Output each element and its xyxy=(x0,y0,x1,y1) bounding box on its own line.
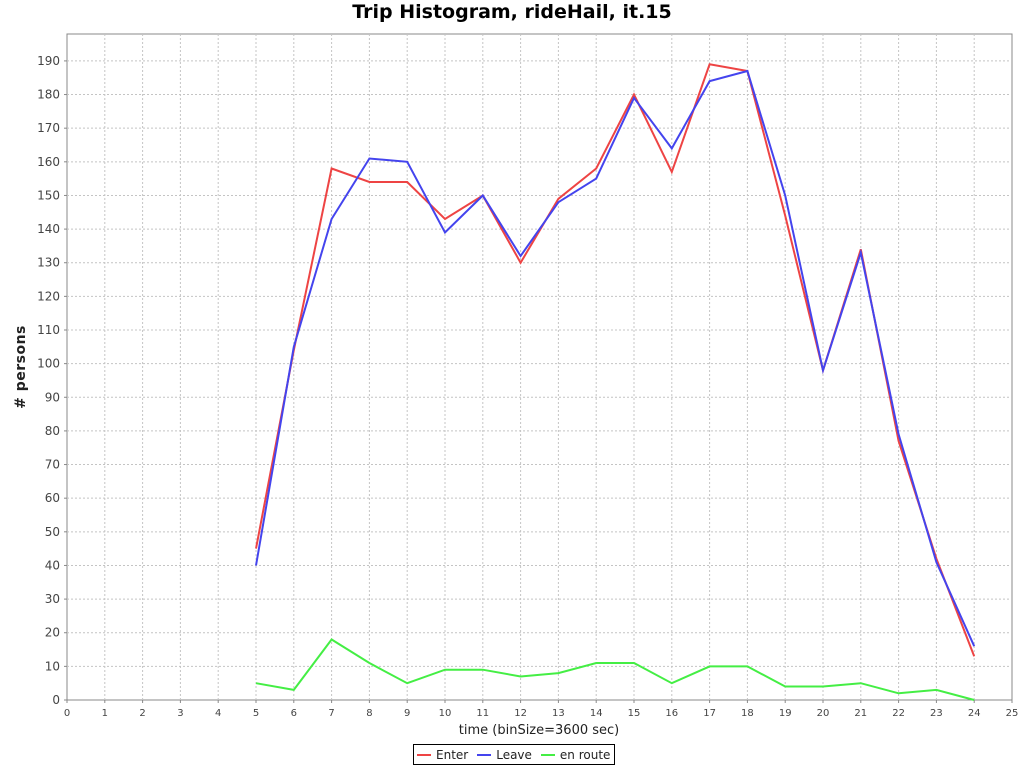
legend: Enter Leave en route xyxy=(413,744,616,765)
y-tick-label: 110 xyxy=(37,323,60,337)
legend-swatch xyxy=(477,753,492,756)
legend-label: Leave xyxy=(496,747,532,762)
x-tick-label: 24 xyxy=(968,708,981,719)
x-tick-label: 0 xyxy=(64,708,70,719)
y-tick-label: 190 xyxy=(37,54,60,68)
series-lines xyxy=(255,63,976,701)
x-tick-label: 12 xyxy=(514,708,527,719)
y-tick-label: 40 xyxy=(45,558,60,572)
x-tick-label: 10 xyxy=(439,708,452,719)
y-tick-label: 80 xyxy=(45,424,60,438)
y-tick-label: 100 xyxy=(37,357,60,371)
x-tick-label: 5 xyxy=(253,708,259,719)
x-axis-label: time (binSize=3600 sec) xyxy=(459,723,619,738)
chart-title: Trip Histogram, rideHail, it.15 xyxy=(352,1,672,23)
series-line-en-route xyxy=(255,638,975,701)
y-tick-label: 10 xyxy=(45,659,60,673)
legend-label: en route xyxy=(559,747,611,762)
x-tick-label: 8 xyxy=(366,708,372,719)
y-tick-label: 120 xyxy=(37,289,60,303)
x-tick-label: 11 xyxy=(476,708,489,719)
y-tick-label: 140 xyxy=(37,222,60,236)
x-tick-label: 7 xyxy=(328,708,334,719)
x-tick-label: 6 xyxy=(291,708,297,719)
y-tick-label: 50 xyxy=(45,525,60,539)
x-tick-label: 25 xyxy=(1006,708,1019,719)
y-axis-label: # persons xyxy=(13,325,29,409)
x-tick-label: 9 xyxy=(404,708,410,719)
x-tick-label: 3 xyxy=(177,708,183,719)
series-line-leave xyxy=(255,69,976,647)
x-axis-ticks: 0 1 2 3 4 5 6 7 8 9 10 11 12 13 14 15 16 17 18 19 20 21 22 23 24… xyxy=(64,700,1019,719)
y-tick-label: 150 xyxy=(37,188,60,202)
y-tick-label: 130 xyxy=(37,256,60,270)
y-tick-label: 0 xyxy=(52,693,60,707)
x-tick-label: 15 xyxy=(628,708,641,719)
x-tick-label: 14 xyxy=(590,708,603,719)
y-tick-label: 30 xyxy=(45,592,60,606)
x-tick-label: 21 xyxy=(854,708,867,719)
x-tick-label: 2 xyxy=(139,708,145,719)
x-tick-label: 1 xyxy=(102,708,108,719)
legend-item-enter: Enter xyxy=(416,748,468,762)
y-tick-label: 20 xyxy=(45,626,60,640)
x-tick-label: 19 xyxy=(779,708,792,719)
legend-item-en-route: en route xyxy=(540,747,611,762)
x-tick-label: 23 xyxy=(930,708,943,719)
x-tick-label: 16 xyxy=(665,708,678,719)
x-tick-label: 4 xyxy=(215,708,221,719)
y-axis-ticks: 0 10 20 30 40 50 60 70 80 90 100 110 120 130 140 150 160… xyxy=(37,54,67,707)
grid-lines xyxy=(67,34,1012,700)
y-tick-label: 180 xyxy=(37,88,60,102)
legend-label: Enter xyxy=(436,747,469,762)
y-tick-label: 160 xyxy=(37,155,60,169)
legend-item-leave: Leave xyxy=(476,748,532,762)
x-tick-label: 18 xyxy=(741,708,754,719)
y-tick-label: 70 xyxy=(45,458,60,472)
y-tick-label: 60 xyxy=(45,491,60,505)
plot-area xyxy=(66,33,1013,701)
y-tick-label: 90 xyxy=(45,390,60,404)
y-tick-label: 170 xyxy=(37,121,60,135)
x-tick-label: 22 xyxy=(892,708,905,719)
legend-swatch xyxy=(417,753,431,756)
x-tick-label: 13 xyxy=(552,708,565,719)
legend-swatch xyxy=(540,753,555,756)
x-tick-label: 17 xyxy=(703,708,716,719)
x-tick-label: 20 xyxy=(817,708,830,719)
